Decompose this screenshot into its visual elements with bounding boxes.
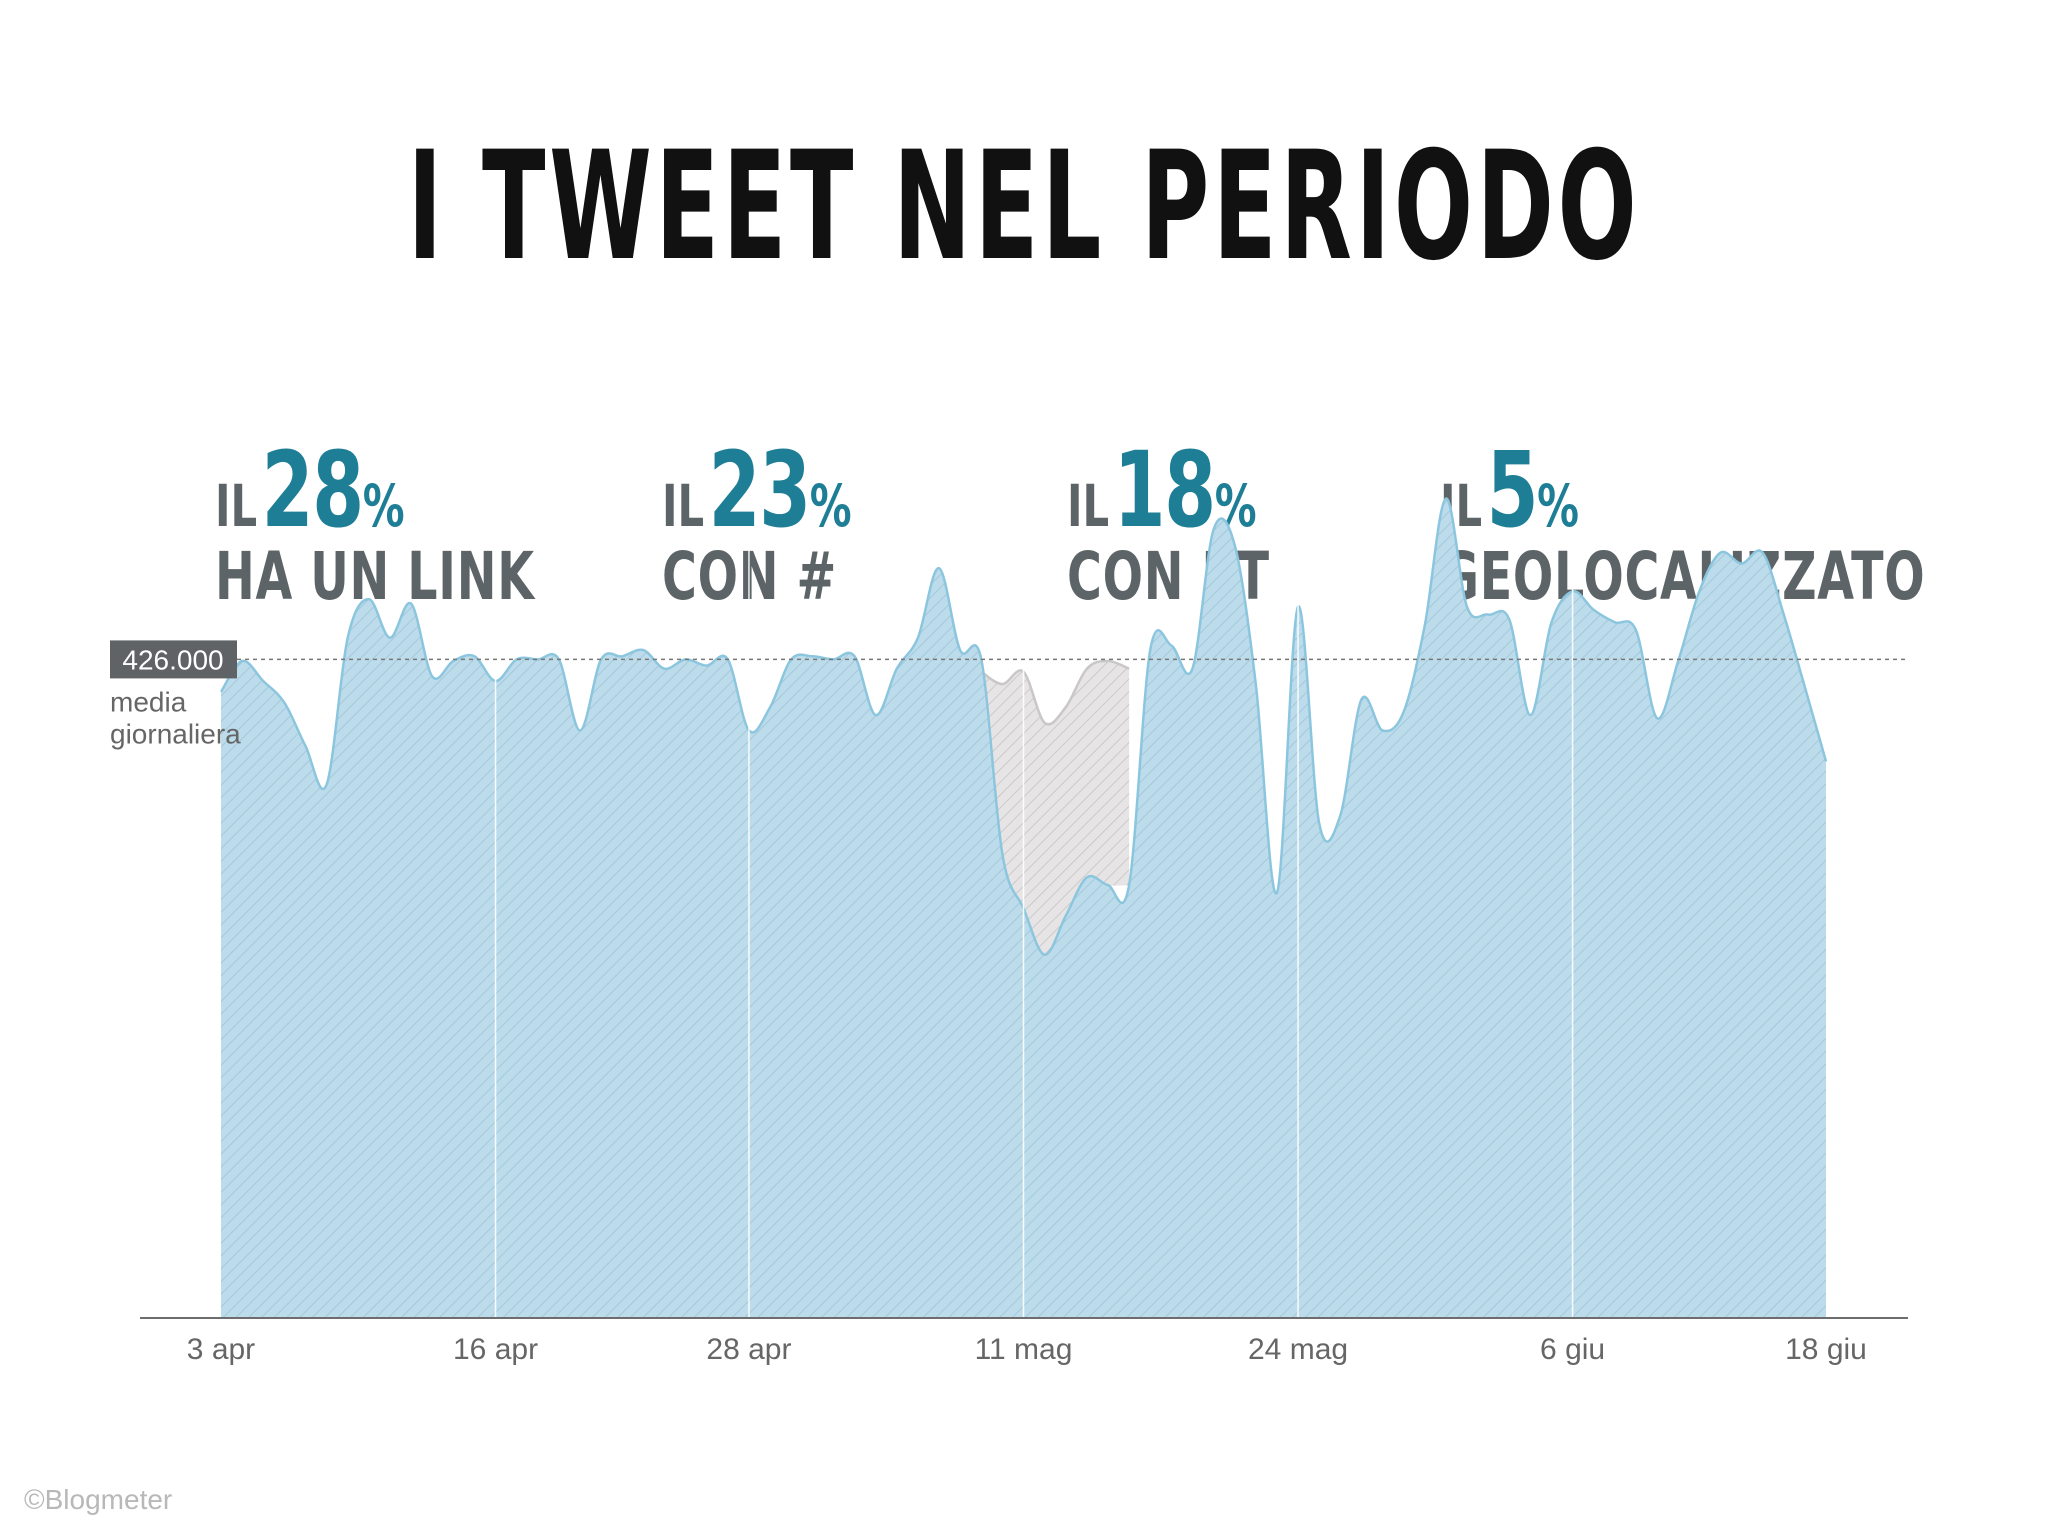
x-tick-label: 18 giu	[1785, 1333, 1867, 1366]
stat-prefix: IL	[215, 472, 258, 540]
reference-value-label: 426.000	[122, 644, 223, 675]
x-tick-label: 24 mag	[1248, 1333, 1348, 1366]
series-area-hatch	[221, 498, 1826, 1319]
stat-value: 23	[708, 429, 811, 551]
stat-unit: %	[809, 472, 852, 540]
stat-prefix: IL	[662, 472, 705, 540]
stat-link: IL28% HA UN LINK	[215, 438, 535, 615]
stat-hashtag: IL23% CON #	[662, 438, 852, 615]
stat-value: 5	[1486, 429, 1538, 551]
x-tick-label: 11 mag	[975, 1333, 1073, 1366]
stat-value: 18	[1113, 429, 1216, 551]
stat-prefix: IL	[1067, 472, 1110, 540]
x-tick-label: 28 apr	[706, 1333, 791, 1366]
stat-label: HA UN LINK	[215, 538, 535, 615]
stat-geolocated: IL5% GEOLOCALIZZATO	[1440, 438, 1925, 615]
series-line	[219, 497, 1828, 956]
reference-label-line2: giornaliera	[110, 718, 241, 749]
x-tick-label: 16 apr	[453, 1333, 538, 1366]
highlight-line	[980, 659, 1130, 726]
credit-text: ©Blogmeter	[24, 1484, 173, 1515]
stat-value: 28	[261, 429, 364, 551]
stat-label: GEOLOCALIZZATO	[1440, 538, 1926, 615]
stat-unit: %	[1537, 472, 1579, 540]
reference-box	[110, 640, 237, 679]
x-tick-label: 3 apr	[187, 1333, 255, 1366]
reference-label-line1: media	[110, 686, 187, 717]
x-tick-label: 6 giu	[1540, 1333, 1605, 1366]
page-title: I TWEET NEL PERIODO	[407, 120, 1641, 294]
stat-unit: %	[362, 472, 405, 540]
highlight-area-hatch	[981, 659, 1130, 955]
